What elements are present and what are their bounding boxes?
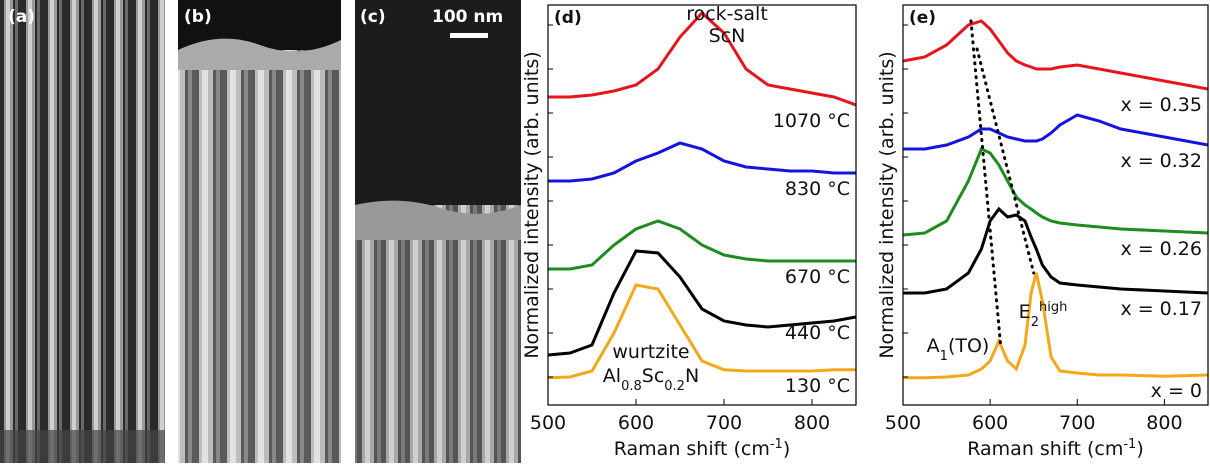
panel-label: (c) [360,7,386,27]
x-tick-label: 500 [885,412,921,434]
dotted-line [971,21,1001,345]
x-tick-label: 500 [530,412,566,434]
text-segment: 2 [1031,315,1039,330]
text-segment: A [927,335,940,357]
annotation: ScN [709,25,746,47]
text-segment: Raman shift (cm [967,438,1123,460]
panel-label: (d) [554,8,582,28]
sem-image-c: (c) 100 nm [355,0,521,463]
text-segment: -1 [1123,437,1136,452]
figure: (a) (b) (c) 100 nm 1070 °C 830 °C 670 °C 44… [0,0,1210,463]
panel-label: (b) [184,7,212,27]
annotation: A1(TO) [927,335,990,364]
scale-bar [450,33,488,38]
scale-bar-label: 100 nm [432,7,503,27]
series-label: x = 0.32 [1120,150,1202,172]
panel-label: (a) [8,7,35,27]
series-label: x = 0.26 [1120,238,1202,260]
series-label: 830 °C [785,178,850,200]
plot-frame [548,5,856,405]
series-label: 440 °C [785,322,850,344]
x-tick-label: 700 [706,412,742,434]
series-label: 1070 °C [773,110,850,132]
text-segment: 0.2 [664,379,685,394]
sem-image-a: (a) [0,0,165,463]
text-segment: ) [783,438,790,460]
series-line [903,115,1208,149]
series-line [903,21,1208,89]
annotation: wurtzite [612,341,689,363]
text-segment: Al [603,365,621,387]
series-label: x = 0.17 [1120,298,1202,320]
x-tick-label: 600 [972,412,1008,434]
y-axis-title: Normalized intensity (arb. units) [521,51,543,358]
x-tick-label: 800 [1146,412,1182,434]
series-line [548,143,856,181]
text-segment: (TO) [948,335,989,357]
x-tick-label: 800 [794,412,830,434]
text-segment: rock-salt [686,3,768,25]
annotation: Al0.8Sc0.2N [603,365,699,394]
text-segment: 1 [940,349,948,364]
text-segment: -1 [770,437,783,452]
text-segment: high [1039,300,1067,315]
text-segment: Sc [642,365,665,387]
x-tick-label: 600 [618,412,654,434]
series-label: 670 °C [785,266,850,288]
x-axis-title: Raman shift (cm-1) [614,437,790,461]
series-line [548,221,856,269]
text-segment: Raman shift (cm [614,438,770,460]
sem-image-b: (b) [178,0,341,463]
panel-label: (e) [909,8,936,28]
x-axis-title: Raman shift (cm-1) [967,437,1143,461]
series-label: 130 °C [785,375,850,397]
text-segment: ) [1136,438,1143,460]
series-label: x = 0 [1151,380,1202,402]
series-label: x = 0.35 [1120,94,1202,116]
text-segment: N [685,365,699,387]
text-segment: 0.8 [621,379,642,394]
y-axis-title: Normalized intensity (arb. units) [876,51,898,358]
text-segment: ScN [709,25,746,47]
annotation: rock-salt [686,3,768,25]
series-line [548,13,856,105]
text-segment: wurtzite [612,341,689,363]
text-segment: E [1019,301,1031,323]
x-tick-label: 700 [1059,412,1095,434]
